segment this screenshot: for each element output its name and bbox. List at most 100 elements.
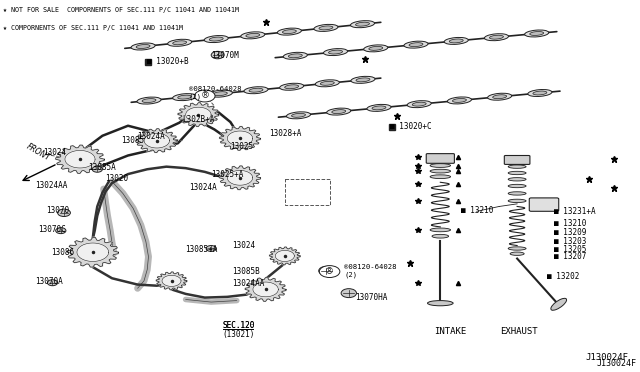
Ellipse shape (372, 106, 386, 110)
Ellipse shape (493, 95, 507, 99)
Text: J130024F: J130024F (586, 353, 628, 362)
Polygon shape (220, 166, 260, 190)
Ellipse shape (285, 85, 299, 89)
Ellipse shape (432, 234, 449, 238)
Ellipse shape (178, 95, 191, 99)
Polygon shape (220, 126, 260, 150)
Text: 13024: 13024 (44, 148, 67, 157)
Ellipse shape (508, 184, 526, 187)
Text: 13025+A: 13025+A (211, 170, 244, 179)
Circle shape (206, 246, 216, 251)
Ellipse shape (142, 99, 156, 103)
Ellipse shape (367, 105, 391, 111)
Text: ■ 13202: ■ 13202 (547, 272, 580, 280)
Polygon shape (245, 278, 286, 301)
Text: ■ 13203: ■ 13203 (554, 237, 586, 246)
Text: FRONT: FRONT (25, 142, 52, 163)
Ellipse shape (316, 80, 339, 87)
Ellipse shape (246, 33, 260, 37)
Ellipse shape (249, 88, 263, 92)
Ellipse shape (328, 50, 342, 54)
Polygon shape (178, 103, 219, 126)
Circle shape (195, 90, 215, 102)
Ellipse shape (430, 169, 451, 173)
Text: 13085: 13085 (122, 136, 145, 145)
Ellipse shape (428, 301, 453, 306)
Text: ®: ® (200, 92, 209, 100)
Ellipse shape (530, 32, 543, 35)
Ellipse shape (137, 97, 161, 104)
Text: ■ 13020+C: ■ 13020+C (390, 122, 432, 131)
Ellipse shape (404, 41, 428, 48)
Ellipse shape (484, 34, 509, 41)
Ellipse shape (488, 93, 512, 100)
Text: ■ 13210: ■ 13210 (554, 219, 586, 228)
Ellipse shape (449, 39, 463, 43)
Text: ■ 13207: ■ 13207 (554, 252, 586, 261)
Text: ■ 13210: ■ 13210 (461, 206, 493, 215)
Ellipse shape (168, 39, 191, 46)
Polygon shape (275, 250, 294, 262)
Circle shape (92, 166, 102, 172)
Ellipse shape (282, 30, 296, 33)
Text: 13024AA: 13024AA (232, 279, 264, 288)
Text: 13024A: 13024A (189, 183, 216, 192)
Circle shape (211, 51, 224, 59)
Circle shape (58, 209, 70, 217)
Text: 13020: 13020 (106, 174, 129, 183)
Polygon shape (253, 282, 278, 297)
Polygon shape (144, 133, 170, 148)
Ellipse shape (321, 81, 334, 85)
Text: 13070HA: 13070HA (355, 293, 388, 302)
Text: 13024AA: 13024AA (35, 181, 68, 190)
Text: SEC.120: SEC.120 (223, 321, 255, 330)
Circle shape (319, 266, 340, 278)
Text: ®08120-64028
(2): ®08120-64028 (2) (189, 86, 241, 100)
Ellipse shape (508, 199, 526, 202)
Circle shape (47, 280, 58, 286)
Ellipse shape (510, 252, 524, 255)
Ellipse shape (208, 90, 232, 97)
Ellipse shape (430, 175, 451, 179)
Ellipse shape (280, 83, 304, 90)
Text: 13024A: 13024A (138, 132, 165, 141)
Ellipse shape (525, 30, 548, 37)
Ellipse shape (332, 110, 346, 113)
Text: ★ COMPORNENTS OF SEC.111 P/C 11041 AND 11041M: ★ COMPORNENTS OF SEC.111 P/C 11041 AND 1… (3, 25, 183, 31)
Ellipse shape (351, 21, 374, 28)
Ellipse shape (131, 43, 155, 50)
Text: (13021): (13021) (223, 330, 255, 339)
Ellipse shape (209, 37, 223, 41)
Ellipse shape (287, 112, 310, 119)
Text: 13086: 13086 (51, 248, 74, 257)
Polygon shape (67, 237, 118, 267)
Ellipse shape (244, 87, 268, 94)
Ellipse shape (452, 99, 467, 102)
Polygon shape (227, 170, 253, 185)
Text: 13070: 13070 (46, 206, 69, 215)
Ellipse shape (444, 38, 468, 44)
Text: 13085A: 13085A (88, 163, 116, 172)
Ellipse shape (369, 46, 383, 50)
Text: L302B+A: L302B+A (182, 115, 215, 124)
Ellipse shape (430, 228, 451, 232)
Ellipse shape (241, 32, 265, 39)
Ellipse shape (289, 54, 302, 58)
FancyBboxPatch shape (529, 198, 559, 211)
Ellipse shape (533, 91, 547, 95)
Text: ®08120-64028
(2): ®08120-64028 (2) (344, 264, 397, 278)
Ellipse shape (351, 76, 375, 83)
Circle shape (319, 266, 334, 275)
Ellipse shape (356, 78, 370, 82)
Text: ■ 13205: ■ 13205 (554, 245, 586, 254)
Polygon shape (227, 131, 253, 146)
Ellipse shape (364, 45, 388, 52)
Polygon shape (186, 107, 211, 122)
Ellipse shape (204, 36, 228, 42)
Ellipse shape (284, 52, 307, 59)
Text: ■ 13209: ■ 13209 (554, 228, 586, 237)
Text: 13070C: 13070C (38, 225, 66, 234)
Text: 13024: 13024 (232, 241, 255, 250)
Text: ★ NOT FOR SALE  COMPORNENTS OF SEC.111 P/C 11041 AND 11041M: ★ NOT FOR SALE COMPORNENTS OF SEC.111 P/… (3, 7, 239, 13)
Ellipse shape (326, 108, 351, 115)
